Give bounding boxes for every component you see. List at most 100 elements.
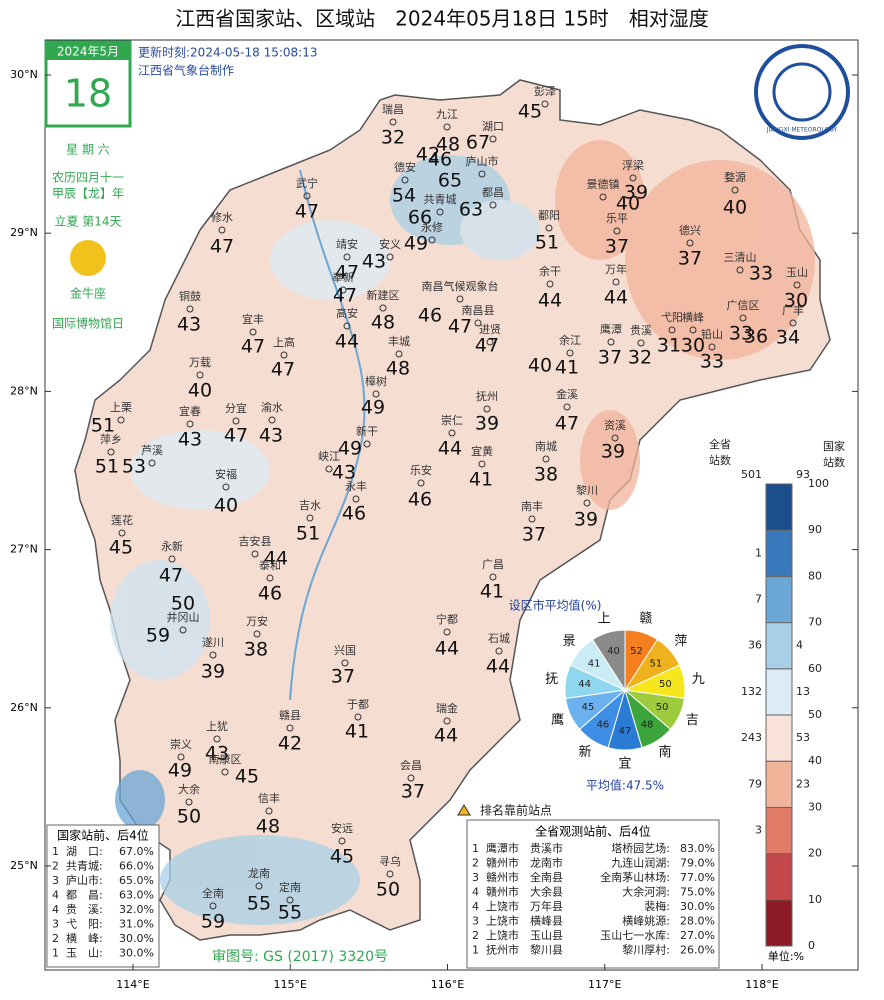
station-point [280, 351, 288, 359]
station-value: 55 [278, 902, 302, 924]
station-point [253, 630, 261, 638]
station-point [478, 460, 486, 468]
colorbar-label: 100 [808, 477, 829, 490]
river [289, 169, 366, 701]
station-point [389, 118, 397, 126]
pie-category: 吉 [686, 713, 699, 728]
station-point [443, 123, 451, 131]
colorbar-label: 70 [808, 616, 822, 629]
lon-label: 117°E [588, 978, 621, 991]
station-point [629, 174, 637, 182]
station: 全南茅山林场: [600, 870, 670, 884]
province-count: 3 [755, 824, 762, 837]
station-value: 48 [256, 816, 280, 838]
city: 上饶市 [486, 899, 519, 913]
station-name: 永修 [421, 220, 443, 234]
station-name: 安远 [331, 821, 353, 835]
station-name: 遂川 [202, 635, 224, 649]
national-total: 93 [796, 468, 810, 481]
station-value: 44 [538, 290, 562, 312]
pie-value: 41 [588, 658, 601, 669]
county: 横峰县 [530, 914, 563, 928]
station-point [343, 322, 351, 330]
station-point [489, 135, 497, 143]
station-value: 44 [604, 287, 628, 309]
station-value: 51 [91, 415, 115, 437]
station-value: 43 [177, 314, 201, 336]
pie-category: 上 [598, 611, 611, 626]
province-title: 全省 [709, 437, 731, 451]
station-value: 47 [224, 425, 248, 447]
value: 30.0% [680, 900, 715, 913]
station-value: 36 [744, 326, 768, 348]
station-point [611, 434, 619, 442]
station-value: 54 [392, 185, 416, 207]
station-name: 铜鼓 [179, 289, 201, 303]
value: 79.0% [680, 857, 715, 870]
station-point [379, 304, 387, 312]
colorbar-bin [765, 529, 793, 577]
province-count: 243 [741, 731, 762, 744]
station-value: 47 [335, 262, 359, 284]
station-point [583, 499, 591, 507]
station-name: 湖口 [482, 120, 504, 133]
rank: 4 [52, 903, 59, 916]
county: 万年县 [530, 899, 563, 913]
pie-category: 宜 [618, 757, 631, 772]
station-value: 46 [428, 149, 452, 171]
station-value: 37 [678, 248, 702, 270]
station-value: 37 [522, 524, 546, 546]
station-point [448, 429, 456, 437]
station-name: 永新 [161, 539, 183, 553]
station-name: 分宜 [225, 401, 247, 415]
station-value: 65 [438, 170, 462, 192]
station-point [148, 459, 156, 467]
station-name: 南昌气候观象台 [422, 279, 499, 293]
value: 75.0% [680, 886, 715, 899]
station-name: 瑞昌 [382, 102, 404, 116]
station-value: 53 [122, 456, 146, 478]
station-point [386, 870, 394, 878]
pie-category: 鹰 [551, 712, 564, 728]
station-value: 31 [657, 335, 681, 357]
station-name: 彭泽 [534, 84, 556, 98]
station-name: 于都 [347, 698, 369, 711]
station-point [372, 390, 380, 398]
station-point [489, 201, 497, 209]
station-point [607, 338, 615, 346]
county: 黎川县 [530, 943, 563, 957]
station-point [731, 186, 739, 194]
station-name: 信丰 [258, 792, 280, 805]
value: 63.0% [119, 889, 154, 902]
station-point [793, 281, 801, 289]
station-value: 30 [681, 335, 705, 357]
station-point [456, 295, 464, 303]
pie-category: 九 [692, 672, 705, 687]
station-name: 进贤 [479, 323, 501, 336]
station-value: 48 [371, 312, 395, 334]
county: 玉山县 [530, 929, 563, 942]
station-point [268, 416, 276, 424]
pie-average: 平均值:47.5% [586, 778, 664, 793]
station-name: 景德镇 [587, 177, 620, 191]
station-value: 46 [408, 489, 432, 511]
station-point [186, 420, 194, 428]
value: 31.0% [119, 918, 154, 931]
station-value: 37 [598, 347, 622, 369]
title: 江西省国家站、区域站 2024年05月18日 15时 相对湿度 [175, 7, 709, 31]
station-value: 39 [601, 441, 625, 463]
station-value: 37 [401, 781, 425, 803]
logo-text: JIANGXI METEOROLOGY [766, 127, 838, 134]
pie-slice [591, 629, 626, 692]
pie-value: 46 [597, 719, 610, 730]
station: 庐山市: [66, 873, 103, 887]
pie-category: 南 [658, 744, 671, 760]
approval: 审图号: GS (2017) 3320号 [212, 949, 388, 965]
station-value: 46 [418, 305, 442, 327]
province-count: 7 [755, 593, 762, 606]
station-value: 40 [214, 495, 238, 517]
station-value: 46 [342, 503, 366, 525]
station-name: 寻乌 [379, 854, 401, 868]
rank: 2 [472, 929, 479, 942]
